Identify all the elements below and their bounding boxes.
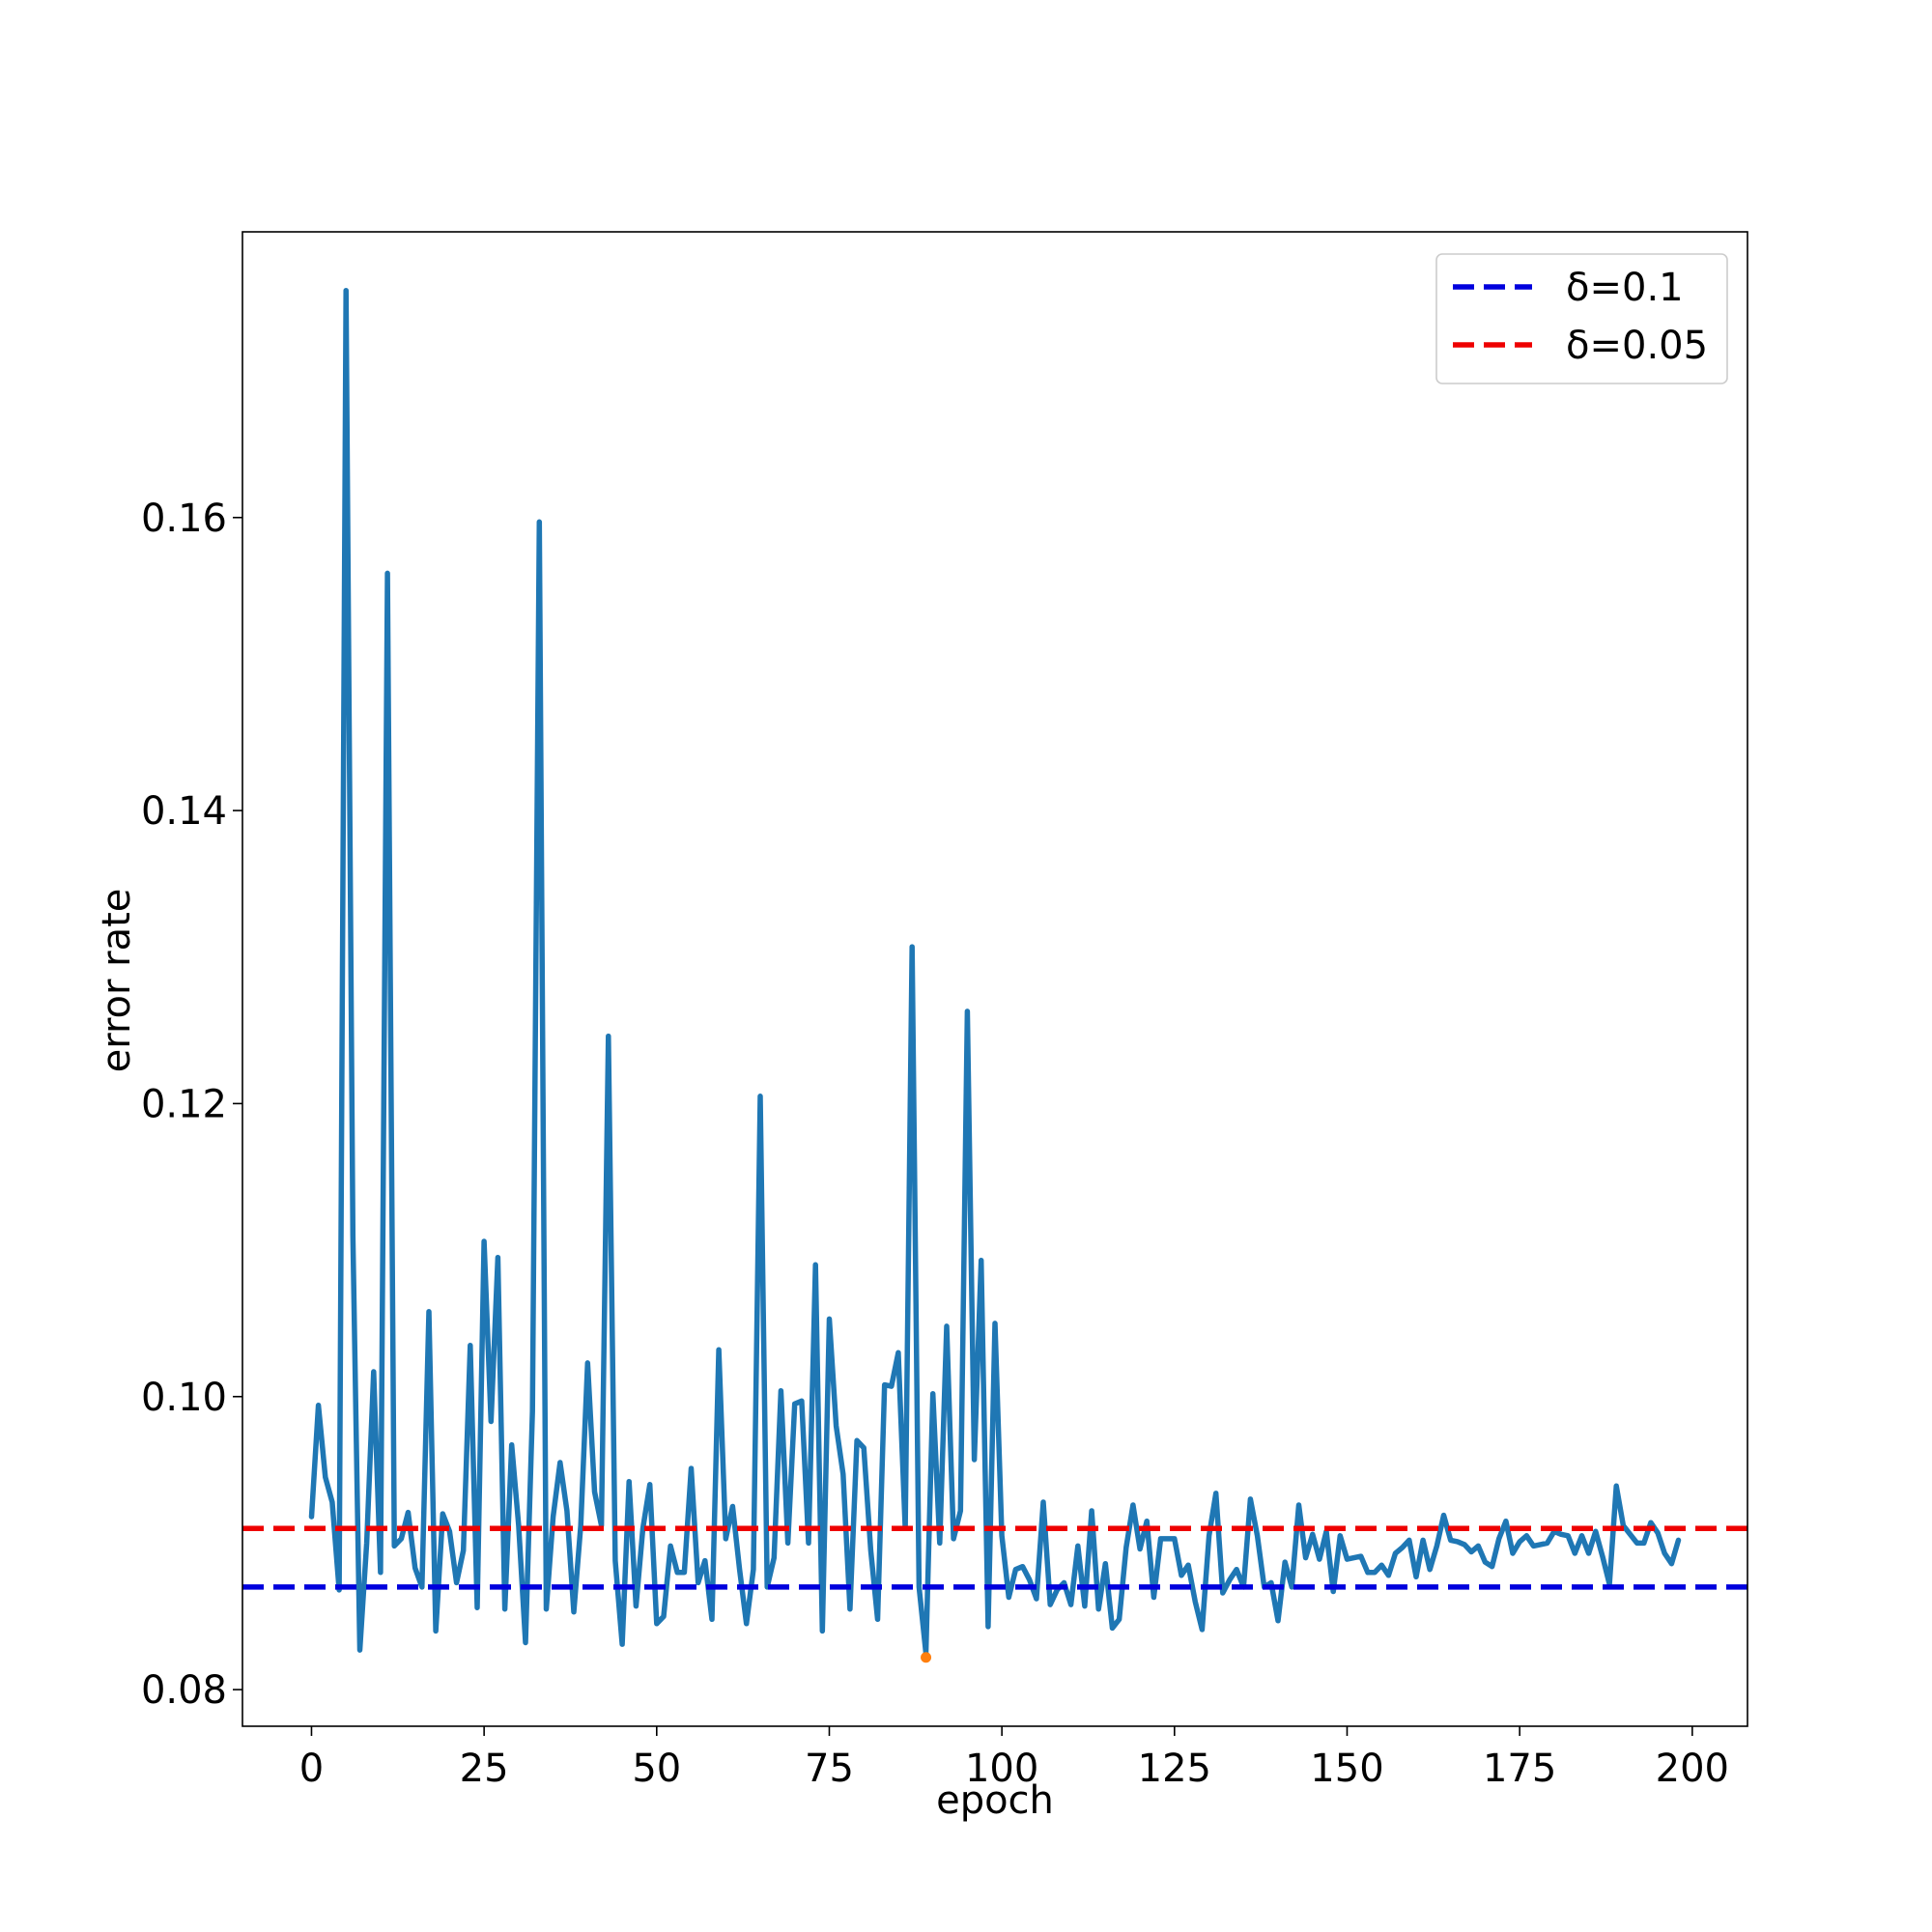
x-tick-label: 150 [1310, 1747, 1383, 1791]
legend-label: δ=0.1 [1566, 266, 1684, 310]
legend: δ=0.1 δ=0.05 [1435, 253, 1728, 384]
x-tick-label: 125 [1138, 1747, 1211, 1791]
x-tick-label: 100 [965, 1747, 1038, 1791]
y-tick-label: 0.10 [141, 1376, 227, 1420]
legend-box [1435, 253, 1728, 384]
series-line [308, 287, 1682, 1656]
x-tick-label: 25 [460, 1747, 509, 1791]
x-axis-ticks: 0 25 50 75 100 125 150 175 200 [299, 1726, 1729, 1791]
plot-area [242, 287, 1747, 1663]
x-tick-label: 0 [299, 1747, 324, 1791]
y-tick-label: 0.08 [141, 1668, 227, 1713]
x-tick-label: 175 [1483, 1747, 1556, 1791]
x-tick-label: 75 [805, 1747, 854, 1791]
y-axis-ticks: 0.08 0.10 0.12 0.14 0.16 [141, 497, 242, 1713]
y-tick-label: 0.16 [141, 497, 227, 541]
min-point-marker [921, 1652, 932, 1663]
x-tick-label: 200 [1656, 1747, 1729, 1791]
y-axis-label: error rate [95, 889, 139, 1073]
y-tick-label: 0.12 [141, 1082, 227, 1126]
y-tick-label: 0.14 [141, 789, 227, 834]
plot-frame [242, 231, 1748, 1727]
legend-label: δ=0.05 [1566, 324, 1708, 368]
x-tick-label: 50 [632, 1747, 681, 1791]
x-axis-label: epoch [936, 1778, 1054, 1823]
